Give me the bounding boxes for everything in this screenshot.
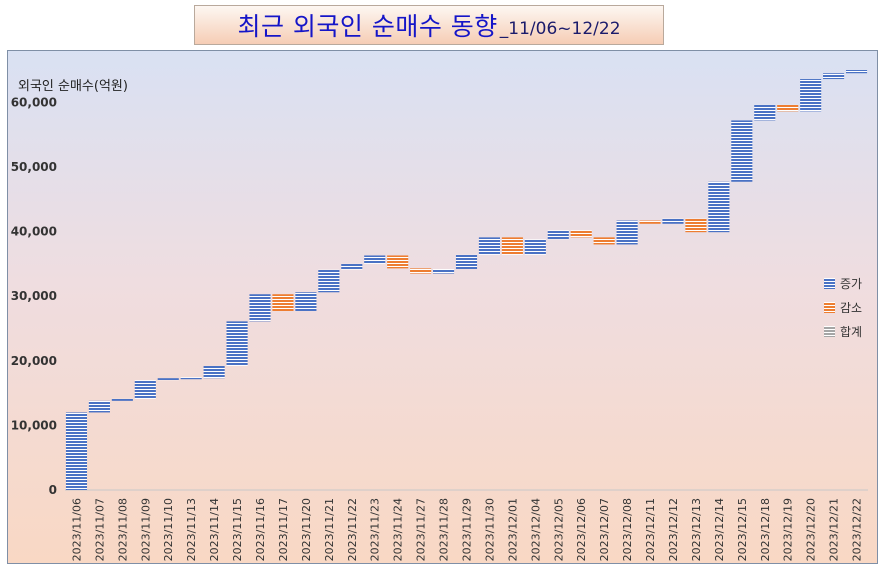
x-tick-label: 2023/12/05 — [552, 498, 565, 561]
x-tick-label: 2023/12/13 — [690, 498, 703, 561]
bar-2023-12-04 — [524, 239, 546, 255]
x-tick-label: 2023/12/07 — [598, 498, 611, 561]
legend-swatch-total — [824, 326, 835, 337]
x-tick-label: 2023/11/17 — [277, 498, 290, 561]
bar-2023-11-30 — [478, 237, 500, 255]
bar-2023-11-17 — [272, 294, 294, 312]
x-tick-label: 2023/12/08 — [621, 498, 634, 561]
x-tick-label: 2023/12/12 — [667, 498, 680, 561]
bar-2023-11-28 — [433, 269, 455, 274]
bar-2023-11-23 — [364, 255, 386, 264]
bar-2023-11-24 — [387, 255, 409, 269]
bar-2023-11-10 — [157, 378, 179, 381]
bar-2023-12-14 — [708, 181, 730, 233]
chart-title-date-range: _11/06~12/22 — [499, 19, 621, 39]
y-tick-label: 60,000 — [11, 95, 57, 109]
bar-2023-12-19 — [777, 104, 799, 112]
x-tick-label: 2023/11/06 — [70, 498, 83, 561]
x-tick-label: 2023/11/22 — [346, 498, 359, 561]
bar-2023-12-18 — [754, 104, 776, 121]
x-tick-label: 2023/11/14 — [208, 498, 221, 561]
bar-2023-11-15 — [226, 321, 248, 366]
legend-label-decrease: 감소 — [840, 301, 862, 315]
y-tick-label: 20,000 — [11, 354, 57, 368]
bar-2023-12-05 — [547, 230, 569, 240]
x-tick-label: 2023/11/30 — [483, 498, 496, 561]
bar-2023-12-08 — [616, 220, 638, 245]
bar-2023-12-20 — [800, 79, 822, 112]
y-tick-label: 10,000 — [11, 418, 57, 432]
x-tick-label: 2023/11/28 — [438, 498, 451, 561]
y-tick-label: 0 — [49, 483, 57, 497]
legend-label-increase: 증가 — [840, 277, 862, 291]
x-tick-label: 2023/11/15 — [231, 498, 244, 561]
x-tick-label: 2023/11/16 — [254, 498, 267, 561]
chart-title: 최근 외국인 순매수 동향 — [237, 12, 498, 41]
bar-2023-11-06 — [65, 412, 88, 490]
x-tick-label: 2023/12/01 — [506, 498, 519, 561]
x-tick-label: 2023/11/21 — [323, 498, 336, 561]
bar-2023-11-08 — [111, 398, 133, 401]
x-tick-label: 2023/11/07 — [93, 498, 106, 561]
x-tick-label: 2023/12/14 — [713, 498, 726, 561]
bar-2023-12-11 — [639, 220, 661, 224]
bar-2023-12-12 — [662, 218, 684, 224]
x-tick-label: 2023/11/20 — [300, 498, 313, 561]
y-tick-label: 40,000 — [11, 225, 57, 239]
chart-title-box: 최근 외국인 순매수 동향 _11/06~12/22 — [194, 5, 664, 45]
x-tick-label: 2023/12/18 — [759, 498, 772, 561]
legend-swatch-increase — [824, 278, 835, 289]
y-tick-label: 50,000 — [11, 160, 57, 174]
x-tick-label: 2023/12/06 — [575, 498, 588, 561]
bar-2023-12-07 — [593, 237, 615, 245]
x-tick-label: 2023/12/21 — [828, 498, 841, 561]
legend-label-total: 합계 — [840, 325, 862, 339]
bar-2023-11-13 — [180, 377, 202, 380]
x-tick-label: 2023/11/09 — [139, 498, 152, 561]
bar-2023-12-01 — [501, 237, 523, 255]
bar-2023-12-21 — [823, 73, 845, 80]
bar-2023-12-22 — [845, 70, 868, 74]
legend-swatch-decrease — [824, 302, 835, 313]
x-tick-label: 2023/12/04 — [529, 498, 542, 561]
x-tick-label: 2023/11/27 — [415, 498, 428, 561]
bar-2023-11-27 — [410, 268, 432, 274]
y-tick-label: 30,000 — [11, 289, 57, 303]
bar-2023-12-13 — [685, 218, 707, 233]
bar-2023-11-09 — [134, 380, 156, 399]
bar-2023-11-29 — [455, 254, 478, 270]
bar-2023-11-21 — [318, 269, 340, 293]
x-tick-label: 2023/12/20 — [805, 498, 818, 561]
y-axis-label: 외국인 순매수(억원) — [18, 79, 128, 94]
x-tick-label: 2023/11/08 — [116, 498, 129, 561]
x-tick-label: 2023/11/23 — [369, 498, 382, 561]
bar-2023-11-22 — [341, 263, 363, 270]
x-tick-label: 2023/12/22 — [851, 498, 864, 561]
x-tick-label: 2023/12/11 — [644, 498, 657, 561]
bar-2023-11-16 — [249, 294, 271, 322]
x-tick-label: 2023/11/24 — [392, 498, 405, 561]
bar-2023-12-06 — [570, 230, 592, 238]
bar-2023-11-07 — [88, 400, 110, 413]
bar-2023-11-14 — [203, 365, 225, 379]
bar-2023-12-15 — [731, 120, 753, 182]
x-tick-label: 2023/11/10 — [162, 498, 175, 561]
x-tick-label: 2023/12/15 — [736, 498, 749, 561]
x-tick-label: 2023/12/19 — [782, 498, 795, 561]
x-tick-label: 2023/11/29 — [461, 498, 474, 561]
bar-2023-11-20 — [295, 292, 317, 312]
x-tick-label: 2023/11/13 — [185, 498, 198, 561]
